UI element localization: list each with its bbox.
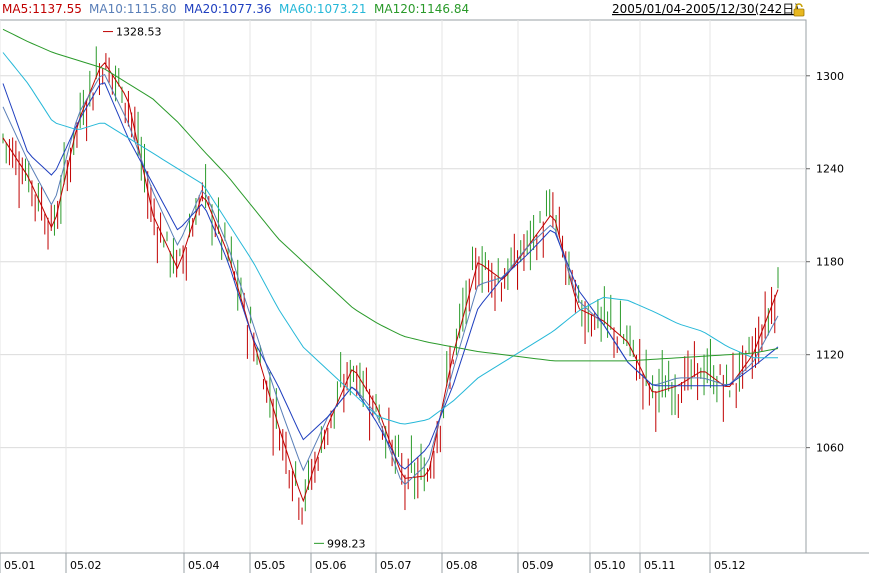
x-tick-label: 05.08: [446, 559, 478, 572]
high-label: 1328.53: [116, 26, 162, 39]
ma60-line: [2, 52, 778, 425]
x-tick-label: 05.01: [4, 559, 36, 572]
y-tick-label: 1300: [816, 70, 844, 83]
ma5-line: [2, 62, 779, 503]
legend-ma60: MA60:1073.21: [279, 2, 367, 16]
legend: MA5:1137.55 MA10:1115.80 MA20:1077.36 MA…: [2, 2, 799, 16]
ma120-line: [2, 28, 779, 362]
x-tick-label: 05.11: [644, 559, 676, 572]
candle-layer: [2, 46, 779, 525]
x-tick-label: 05.05: [254, 559, 286, 572]
x-tick-label: 05.06: [315, 559, 347, 572]
x-tick-label: 05.07: [380, 559, 412, 572]
y-tick-label: 1240: [816, 163, 844, 176]
x-tick-label: 05.04: [188, 559, 220, 572]
x-tick-label: 05.02: [70, 559, 102, 572]
annotation-layer: 1328.53 998.23: [103, 26, 366, 550]
axis-layer: 1060 1120 1180 1240 1300 05.01 05.02 05.04 05.05…: [0, 70, 869, 573]
low-label: 998.23: [327, 537, 366, 550]
date-range-label[interactable]: 2005/01/04-2005/12/30(242日): [612, 2, 799, 16]
x-tick-label: 05.12: [714, 559, 746, 572]
legend-ma5: MA5:1137.55: [2, 2, 82, 16]
ma20-line: [2, 82, 779, 470]
legend-ma120: MA120:1146.84: [374, 2, 469, 16]
lock-icon[interactable]: [793, 3, 805, 17]
legend-ma10: MA10:1115.80: [89, 2, 177, 16]
y-tick-label: 1060: [816, 442, 844, 455]
legend-ma20: MA20:1077.36: [184, 2, 272, 16]
y-tick-label: 1120: [816, 349, 844, 362]
y-tick-label: 1180: [816, 256, 844, 269]
x-tick-label: 05.09: [522, 559, 554, 572]
x-tick-label: 05.10: [594, 559, 626, 572]
moving-average-layer: [2, 28, 779, 503]
